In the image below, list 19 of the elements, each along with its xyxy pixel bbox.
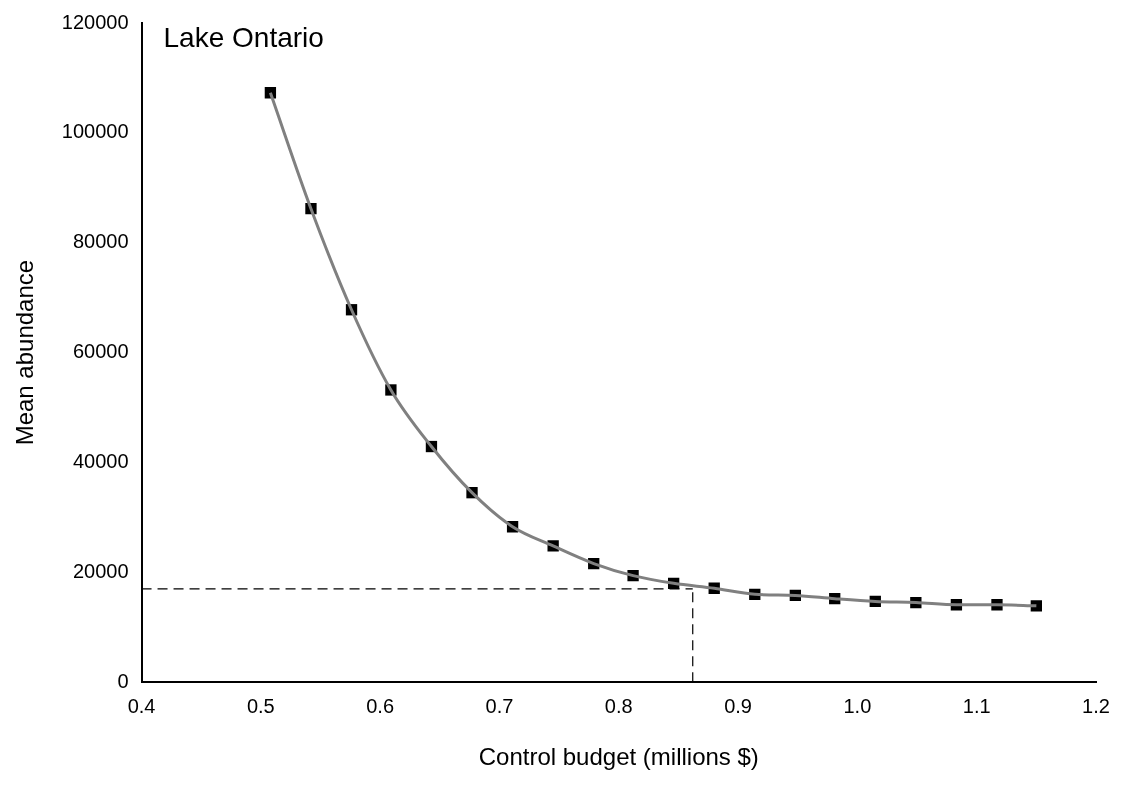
y-tick-label: 80000 [72,230,129,253]
y-tick-label: 120000 [61,10,129,33]
y-tick-label: 60000 [72,340,129,363]
x-tick-label: 0.9 [724,694,752,717]
x-tick-label: 0.6 [366,694,395,717]
x-tick-label: 0.7 [485,694,514,717]
x-tick-label: 1.0 [843,694,872,717]
x-tick-label: 0.8 [604,694,633,717]
chart-title: Lake Ontario [163,21,324,53]
y-axis-title: Mean abundance [11,259,39,446]
x-tick-label: 0.5 [246,694,275,717]
y-tick-label: 20000 [72,559,129,582]
y-tick-label: 100000 [61,120,129,143]
y-tick-label: 0 [117,669,129,692]
x-tick-label: 1.1 [962,694,991,717]
x-axis-title: Control budget (millions $) [478,743,759,771]
y-tick-label: 40000 [72,449,129,472]
x-tick-label: 1.2 [1082,694,1110,717]
x-tick-label: 0.4 [127,694,156,717]
